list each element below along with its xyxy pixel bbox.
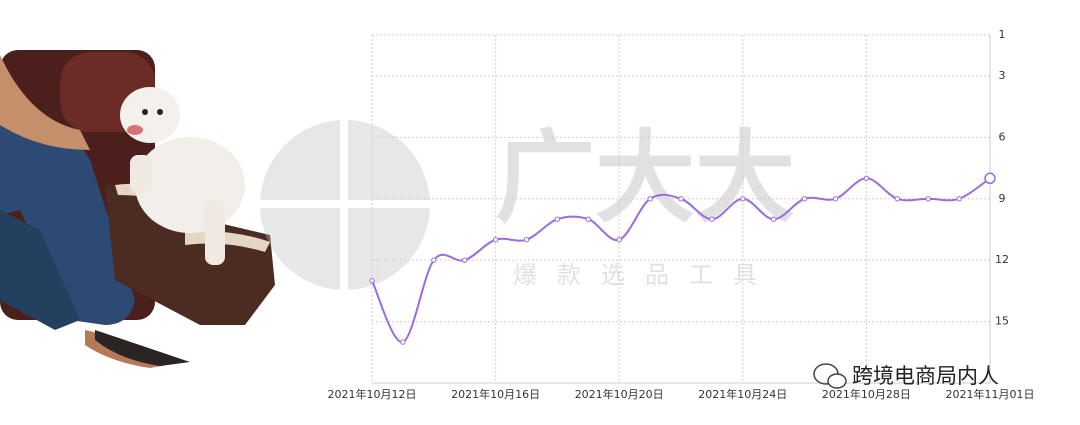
point xyxy=(523,237,530,243)
product-photo xyxy=(0,50,275,368)
point xyxy=(647,196,653,202)
point xyxy=(984,172,996,185)
point xyxy=(678,196,684,202)
x-tick-label: 2021年10月28日 xyxy=(822,387,911,401)
point xyxy=(431,257,437,263)
x-tick-label: 2021年11月01日 xyxy=(946,387,1035,401)
y-tick-label: 12 xyxy=(995,253,1009,266)
point xyxy=(462,257,468,263)
point xyxy=(771,216,777,222)
point xyxy=(894,196,900,202)
watermark-brand: 广大大 xyxy=(495,119,795,236)
x-tick-label: 2021年10月16日 xyxy=(451,387,540,401)
watermark-logo xyxy=(260,120,430,290)
point xyxy=(801,196,808,202)
x-tick-label: 2021年10月20日 xyxy=(575,387,664,401)
point xyxy=(956,196,962,202)
point xyxy=(554,216,561,222)
x-tick-label: 2021年10月12日 xyxy=(328,387,417,401)
y-tick-label: 15 xyxy=(995,315,1009,328)
point xyxy=(863,175,870,181)
point xyxy=(616,237,622,243)
account-name: 跨境电商局内人 xyxy=(852,364,999,388)
y-tick-label: 1 xyxy=(999,28,1006,41)
point xyxy=(369,277,375,284)
chart: 1 3 6 9 12 15 2021年10月12日 2021年10月16日 2021年10月20… xyxy=(328,28,1035,401)
point xyxy=(925,196,931,202)
point xyxy=(832,196,839,202)
point xyxy=(740,196,746,202)
watermark: 广大大 爆款选品工具 xyxy=(255,115,795,295)
y-tick-label: 3 xyxy=(999,69,1006,82)
watermark-tagline: 爆款选品工具 xyxy=(513,261,777,289)
point xyxy=(492,237,499,243)
point xyxy=(709,216,715,222)
x-tick-label: 2021年10月24日 xyxy=(698,387,787,401)
point xyxy=(585,216,591,222)
y-tick-label: 9 xyxy=(999,192,1006,205)
y-tick-label: 6 xyxy=(999,130,1006,143)
point xyxy=(400,339,406,345)
account-badge: 跨境电商局内人 xyxy=(813,363,999,389)
